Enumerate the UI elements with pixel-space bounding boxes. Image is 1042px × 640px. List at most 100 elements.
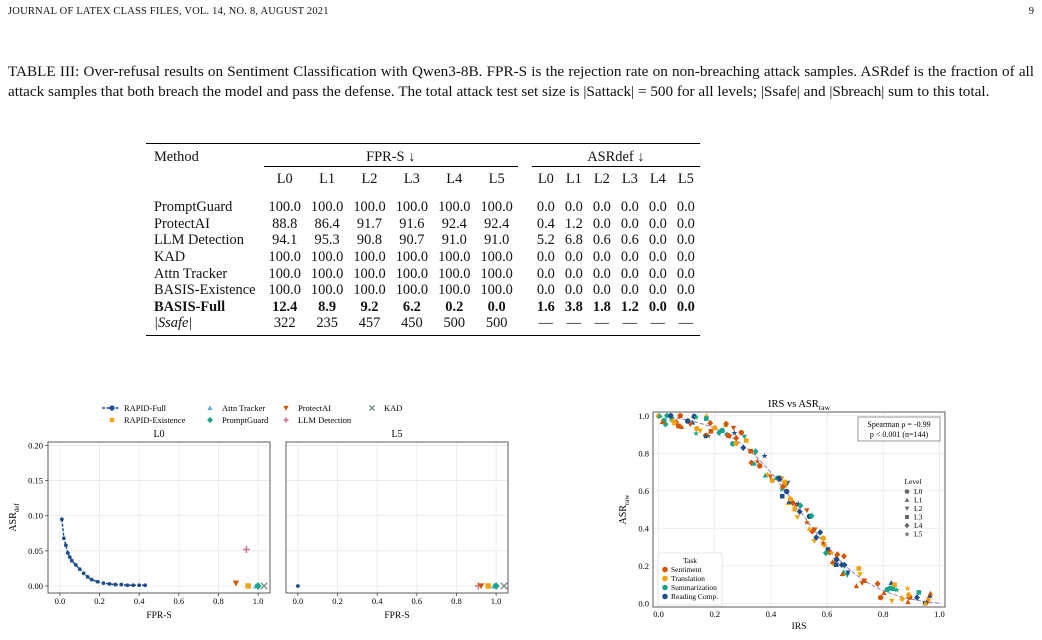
asr-cell: 0.0 <box>676 232 695 249</box>
fpr-cell: 100.0 <box>353 248 386 265</box>
asr-cell: 1.2 <box>564 215 583 232</box>
asr-cell: 0.0 <box>648 298 667 315</box>
level-legend-label: L0 <box>914 487 923 496</box>
fpr-cell: 100.0 <box>353 265 386 282</box>
rapid-full-point <box>61 536 66 541</box>
fpr-cell: 100.0 <box>310 248 344 265</box>
legend-marker <box>207 405 213 411</box>
scatter-point <box>922 600 929 606</box>
scatter-point <box>659 419 666 425</box>
scatter-point <box>694 425 700 432</box>
scatter-point <box>859 581 865 586</box>
table-header-row: Method FPR-S ↓ ASRdef ↓ <box>146 143 700 167</box>
asr-cell: 0.0 <box>536 248 555 265</box>
fpr-level-header: L5 <box>488 170 505 187</box>
asr-cell: 0.0 <box>648 199 667 216</box>
scatter-point <box>748 448 753 454</box>
fpr-cell: 91.0 <box>484 232 510 249</box>
existence-point <box>245 583 251 589</box>
rapid-full-point <box>143 583 148 588</box>
scatter-point <box>776 475 782 481</box>
fpr-cell: 92.4 <box>484 215 510 232</box>
asr-cell: 0.6 <box>592 232 611 249</box>
rapid-full-point <box>89 577 94 582</box>
scatter-point <box>804 508 810 514</box>
asr-level-header: L0 <box>537 170 554 187</box>
rapid-full-point <box>67 555 72 560</box>
level-legend-marker <box>904 497 910 502</box>
fpr-cell: 8.9 <box>318 298 337 315</box>
scatter-point <box>757 463 763 469</box>
y-axis-label: ASRdef <box>8 503 21 532</box>
fpr-level-header: L3 <box>403 170 420 187</box>
legend-label: RAPID-Full <box>124 403 167 413</box>
method-name: ProtectAI <box>154 215 210 232</box>
fpr-cell: 100.0 <box>438 265 471 282</box>
scatter-point <box>812 527 818 533</box>
scatter-point <box>676 423 681 429</box>
x-tick-label: 0.6 <box>822 609 833 619</box>
asr-cell: 0.0 <box>564 248 583 265</box>
legend-marker <box>207 416 213 424</box>
legend-label: Attn Tracker <box>222 403 265 413</box>
fpr-cell: 91.6 <box>399 215 425 232</box>
scatter-plot: IRS vs ASRraw 0.0 0.2 0.4 0.6 0.8 1.0 0.0 0.2 0.4… <box>618 399 946 632</box>
rapid-full-point <box>77 567 82 572</box>
asr-cell: 0.0 <box>676 282 695 299</box>
fpr-cell: 100.0 <box>353 282 386 299</box>
y-tick-label: 0.10 <box>28 511 43 521</box>
x-tick-label: 0.0 <box>55 596 66 606</box>
scatter-point <box>677 413 683 419</box>
asr-level-header: L2 <box>593 170 610 187</box>
asr-cell: 1.2 <box>620 298 639 315</box>
scatter-point <box>888 585 893 591</box>
x-tick-label: 0.4 <box>766 609 777 619</box>
asr-cell: 0.4 <box>536 215 555 232</box>
method-name: LLM Detection <box>154 232 244 249</box>
legend-marker <box>368 404 376 412</box>
table-row: Attn Tracker 100.0 100.0 100.0 100.0 100.0 100… <box>146 266 700 283</box>
x-tick-label: 0.6 <box>174 596 185 606</box>
asr-cell: 0.0 <box>648 215 667 232</box>
asr-cell: 0.0 <box>536 282 555 299</box>
asr-cell: 0.0 <box>676 298 695 315</box>
scatter-point <box>845 570 851 576</box>
fpr-cell: 100.0 <box>438 282 471 299</box>
safe-cell: 235 <box>305 315 349 336</box>
scatter-point <box>794 515 801 520</box>
x-tick-label: 1.0 <box>253 596 264 606</box>
panel-L0: L0 0.0 0.2 0.4 0.6 0.8 1.0 FPR-S 0.00 0.05 0.10 0.1… <box>8 429 271 621</box>
scatter-point <box>825 547 831 552</box>
annotation-line-2: p < 0.001 (n=144) <box>870 430 929 439</box>
safe-cell: 322 <box>263 315 306 336</box>
fpr-cell: 100.0 <box>395 199 429 216</box>
fpr-cell: 100.0 <box>268 265 301 282</box>
irs-asr-figure: IRS vs ASRraw 0.0 0.2 0.4 0.6 0.8 1.0 0.0 0.2 0.4… <box>618 399 946 632</box>
scatter-point <box>663 412 670 419</box>
y-tick-label: 0.05 <box>28 546 43 556</box>
asr-cell: 0.0 <box>564 282 583 299</box>
fpr-cell: 0.0 <box>487 298 506 315</box>
scatter-point <box>833 562 839 567</box>
scatter-point: ★ <box>803 518 810 527</box>
scatter-point: ★ <box>904 584 911 593</box>
y-tick-label: 0.6 <box>638 486 649 496</box>
plot-title: IRS vs ASRraw <box>768 399 831 412</box>
x-axis-label: FPR-S <box>384 611 409 621</box>
rapid-full-point <box>63 543 68 548</box>
legend-marker <box>109 417 115 423</box>
scatter-point <box>697 428 704 434</box>
fpr-cell: 12.4 <box>272 298 298 315</box>
fpr-level-header: L2 <box>361 170 378 187</box>
rapid-full-point <box>73 563 78 567</box>
scatter-point <box>787 496 794 502</box>
table-row: ProtectAI 88.8 86.4 91.7 91.6 92.4 92.4 0.4 1.2 0… <box>146 216 700 233</box>
table-caption: TABLE III: Over-refusal results on Senti… <box>8 63 1034 100</box>
safe-cell: 500 <box>433 315 476 336</box>
x-axis-label: FPR-S <box>146 611 171 621</box>
y-tick-label: 0.8 <box>638 448 649 458</box>
asr-cell: 0.0 <box>620 199 639 216</box>
fpr-cell: 100.0 <box>268 282 301 299</box>
llm-detection-point <box>242 545 250 553</box>
asr-group-header: ASRdef ↓ <box>531 143 700 167</box>
